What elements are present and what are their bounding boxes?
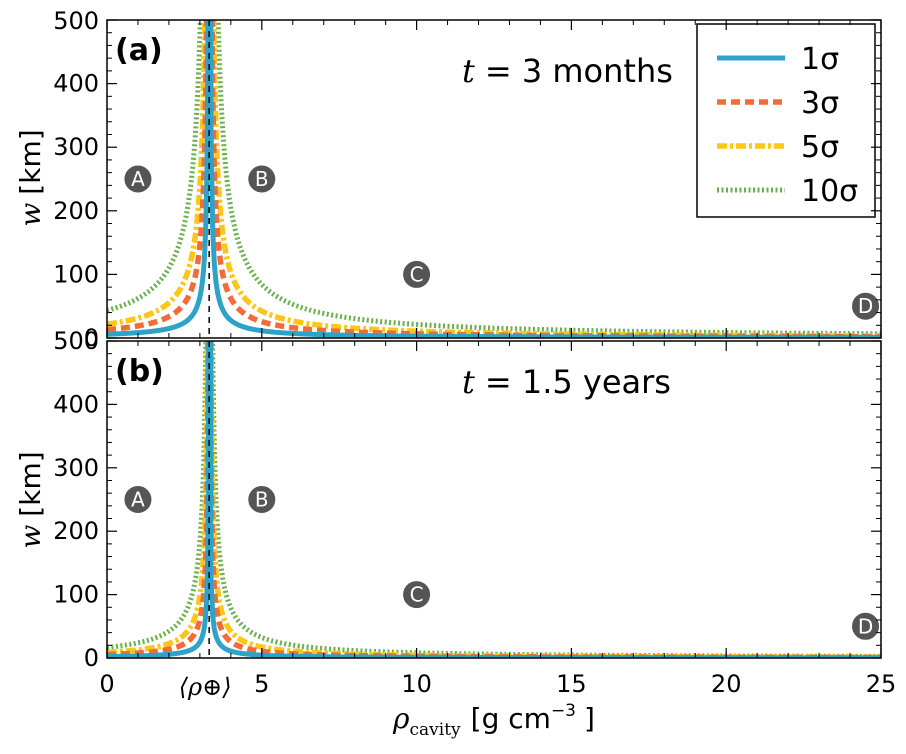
- panel-b-ytick-label: 500: [53, 327, 99, 355]
- panel-a-marker-c: [402, 259, 432, 289]
- legend: 1σ 3σ 5σ 10σ: [696, 23, 876, 218]
- panel-a-y-axis-label: w [km]: [14, 129, 47, 226]
- panel-b-frame: [106, 340, 882, 659]
- panel-b-ytick-label: 200: [53, 517, 99, 545]
- panel-a-series-10sigma-left: [107, 20, 203, 313]
- panel-b-marker-b: [247, 485, 277, 514]
- panel-b-markers: A B C D: [123, 485, 881, 641]
- y-axis-units: [km]: [14, 129, 47, 194]
- legend-label-1sigma: 1σ: [801, 42, 839, 77]
- x-axis-subscript: cavity: [410, 720, 462, 740]
- panel-a-marker-a: [123, 164, 153, 194]
- panel-b-ytick-label: 400: [53, 390, 99, 418]
- panel-b-series-5sigma-left: [107, 341, 211, 656]
- panel-a-ytick-label: 300: [53, 133, 99, 161]
- panel-a-frame: [106, 19, 882, 339]
- panel-b-marker-a: [123, 485, 153, 514]
- panel-b-marker-c: [402, 580, 432, 610]
- legend-label-10sigma: 10σ: [801, 174, 858, 209]
- panel-b-ytick-label: 100: [53, 581, 99, 609]
- panel-a-ytick-label: 400: [53, 70, 99, 98]
- panel-a-ytick-label: 100: [53, 260, 99, 288]
- panel-a-marker-c-label: C: [410, 262, 424, 286]
- x-axis-units: [g cm: [471, 702, 551, 735]
- x-tick-label: 20: [711, 670, 742, 698]
- y-axis-var: w: [14, 525, 47, 549]
- x-tick-label: 25: [866, 670, 897, 698]
- legend-label-5sigma: 5σ: [801, 130, 839, 165]
- panel-a-marker-b-label: B: [255, 167, 269, 191]
- x-axis-exponent: −3: [551, 701, 576, 721]
- legend-label-3sigma: 3σ: [801, 86, 839, 121]
- x-axis-var: ρ: [392, 702, 410, 735]
- panel-b-time-value: = 1.5 years: [485, 363, 671, 401]
- panel-b-y-axis-label: w [km]: [14, 451, 47, 548]
- panel-b-marker-d-label: D: [858, 614, 873, 638]
- panel-b-marker-c-label: C: [410, 583, 424, 607]
- panel-a-marker-a-label: A: [131, 167, 145, 191]
- x-axis-label: ρcavity [g cm−3]: [392, 701, 595, 740]
- panel-b-series-10sigma-left: [107, 341, 209, 650]
- panel-a-time-value: = 3 months: [485, 52, 673, 90]
- panel-b-tag: (b): [115, 354, 164, 389]
- panel-a-series-3sigma-left: [107, 20, 210, 333]
- panel-b-marker-d: [851, 611, 881, 641]
- panel-b: A B C D (b) t = 1.5 years 0 100 200 300 400 500: [53, 327, 882, 672]
- panel-a-time-var: t: [462, 52, 475, 90]
- panel-a-ticks: 0 100 200 300 400 500: [53, 7, 882, 352]
- x-axis-close: ]: [584, 702, 595, 735]
- panel-a-tag: (a): [115, 33, 163, 68]
- panel-b-ytick-label: 0: [84, 644, 99, 672]
- earth-density-label: ⟨ρ⊕⟩: [179, 673, 232, 701]
- panel-b-ytick-label: 300: [53, 454, 99, 482]
- panel-a-markers: A B C D: [123, 164, 881, 321]
- x-tick-label: 5: [254, 670, 269, 698]
- panel-a-time-annotation: t = 3 months: [462, 52, 673, 90]
- legend-items: 1σ 3σ 5σ 10σ: [717, 42, 858, 209]
- panel-a-series-5sigma-left: [107, 20, 208, 327]
- panel-b-ticks: 0 100 200 300 400 500: [53, 327, 882, 672]
- panel-a-ytick-label: 200: [53, 197, 99, 225]
- x-tick-label: 10: [401, 670, 432, 698]
- x-tick-label: 0: [99, 670, 114, 698]
- y-axis-var: w: [14, 203, 47, 227]
- panel-a: A B C D (a) t = 3 months 1σ 3σ 5σ 10σ 0 100 200 30…: [53, 7, 882, 352]
- axis-labels: w [km] w [km] ρcavity [g cm−3] ⟨ρ⊕⟩ 0 5 10 15 2…: [14, 129, 896, 740]
- panel-a-series-1sigma-left: [107, 20, 211, 337]
- panel-a-marker-d-label: D: [858, 294, 873, 318]
- panel-a-marker-d: [851, 291, 881, 321]
- panel-b-series-1sigma-left: [107, 341, 212, 658]
- panel-a-marker-b: [247, 164, 277, 194]
- panel-b-marker-b-label: B: [255, 488, 269, 512]
- panel-b-marker-a-label: A: [131, 488, 145, 512]
- panel-a-ytick-label: 0: [84, 324, 99, 352]
- panel-b-time-var: t: [462, 363, 475, 401]
- panel-b-time-annotation: t = 1.5 years: [462, 363, 671, 401]
- panel-a-ytick-label: 500: [53, 7, 99, 35]
- x-tick-label: 15: [556, 670, 587, 698]
- y-axis-units: [km]: [14, 451, 47, 516]
